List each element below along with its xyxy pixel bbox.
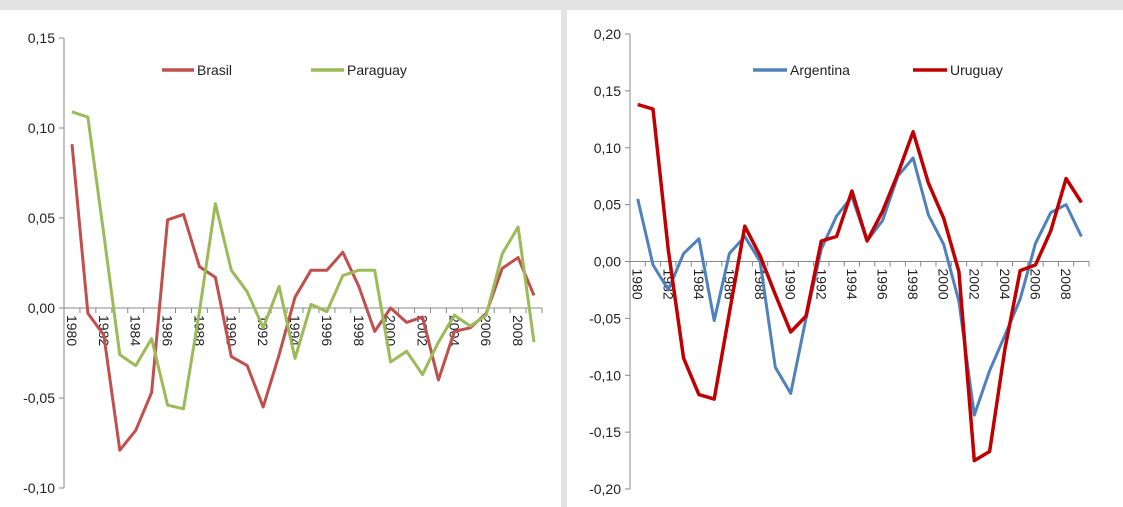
chart-panel-left: -0,10 -0,05 0,00 0,05 0,10 0,15 1980 1982 1984 19… — [0, 10, 561, 507]
x-tick-label: 1996 — [874, 269, 890, 300]
y-tick-label: 0,00 — [594, 254, 621, 270]
y-tick-label: 0,05 — [594, 197, 621, 213]
y-tick-label: 0,20 — [594, 26, 621, 42]
series-line-paraguay — [71, 110, 536, 411]
x-tick-label: 1992 — [255, 315, 271, 346]
y-tick-label: -0,10 — [23, 480, 55, 496]
x-tick-label: 1984 — [128, 315, 144, 346]
x-tick-label: 1998 — [351, 315, 367, 346]
y-tick-label: -0,05 — [589, 310, 621, 326]
x-tick-label: 2006 — [1027, 269, 1043, 300]
legend-label-uruguay: Uruguay — [950, 62, 1003, 78]
x-tick-label: 1996 — [319, 315, 335, 346]
y-tick-label: -0,10 — [589, 367, 621, 383]
y-tick-label: -0,05 — [23, 390, 55, 406]
y-tick-label: 0,15 — [28, 30, 55, 46]
x-tick-label: 1986 — [160, 315, 176, 346]
x-tick-label: 2008 — [1058, 269, 1074, 300]
y-tick-label: -0,20 — [589, 481, 621, 497]
x-tick-label: 2008 — [510, 315, 526, 346]
x-tick-label: 2006 — [478, 315, 494, 346]
x-tick-label: 1994 — [844, 269, 860, 300]
series-line-brasil — [70, 144, 536, 452]
y-tick-label: 0,05 — [28, 210, 55, 226]
line-chart-argentina-uruguay: -0,20 -0,15 -0,10 -0,05 0,00 0,05 0,10 0,15 0,20… — [589, 26, 1090, 497]
x-tick-label: 1980 — [630, 269, 646, 300]
x-tick-label: 1982 — [96, 315, 112, 346]
y-tick-label: 0,10 — [594, 140, 621, 156]
legend-label-paraguay: Paraguay — [347, 62, 407, 78]
x-tick-label: 1980 — [64, 315, 80, 346]
series-line-uruguay — [637, 102, 1083, 463]
x-tick-label: 1992 — [813, 269, 829, 300]
line-chart-brasil-paraguay: -0,10 -0,05 0,00 0,05 0,10 0,15 1980 1982 1984 19… — [23, 30, 543, 496]
y-tick-label: 0,15 — [594, 83, 621, 99]
legend-label-brasil: Brasil — [197, 62, 232, 78]
x-tick-label: 2002 — [966, 269, 982, 300]
y-tick-label: 0,10 — [28, 120, 55, 136]
legend-label-argentina: Argentina — [790, 62, 850, 78]
x-tick-label: 2004 — [997, 269, 1013, 300]
x-tick-label: 1998 — [905, 269, 921, 300]
x-tick-label: 2000 — [936, 269, 952, 300]
chart-panel-right: -0,20 -0,15 -0,10 -0,05 0,00 0,05 0,10 0,15 0,20… — [567, 10, 1123, 507]
y-tick-label: 0,00 — [28, 300, 55, 316]
x-tick-label: 1984 — [691, 269, 707, 300]
x-tick-label: 1990 — [783, 269, 799, 300]
y-tick-label: -0,15 — [589, 424, 621, 440]
